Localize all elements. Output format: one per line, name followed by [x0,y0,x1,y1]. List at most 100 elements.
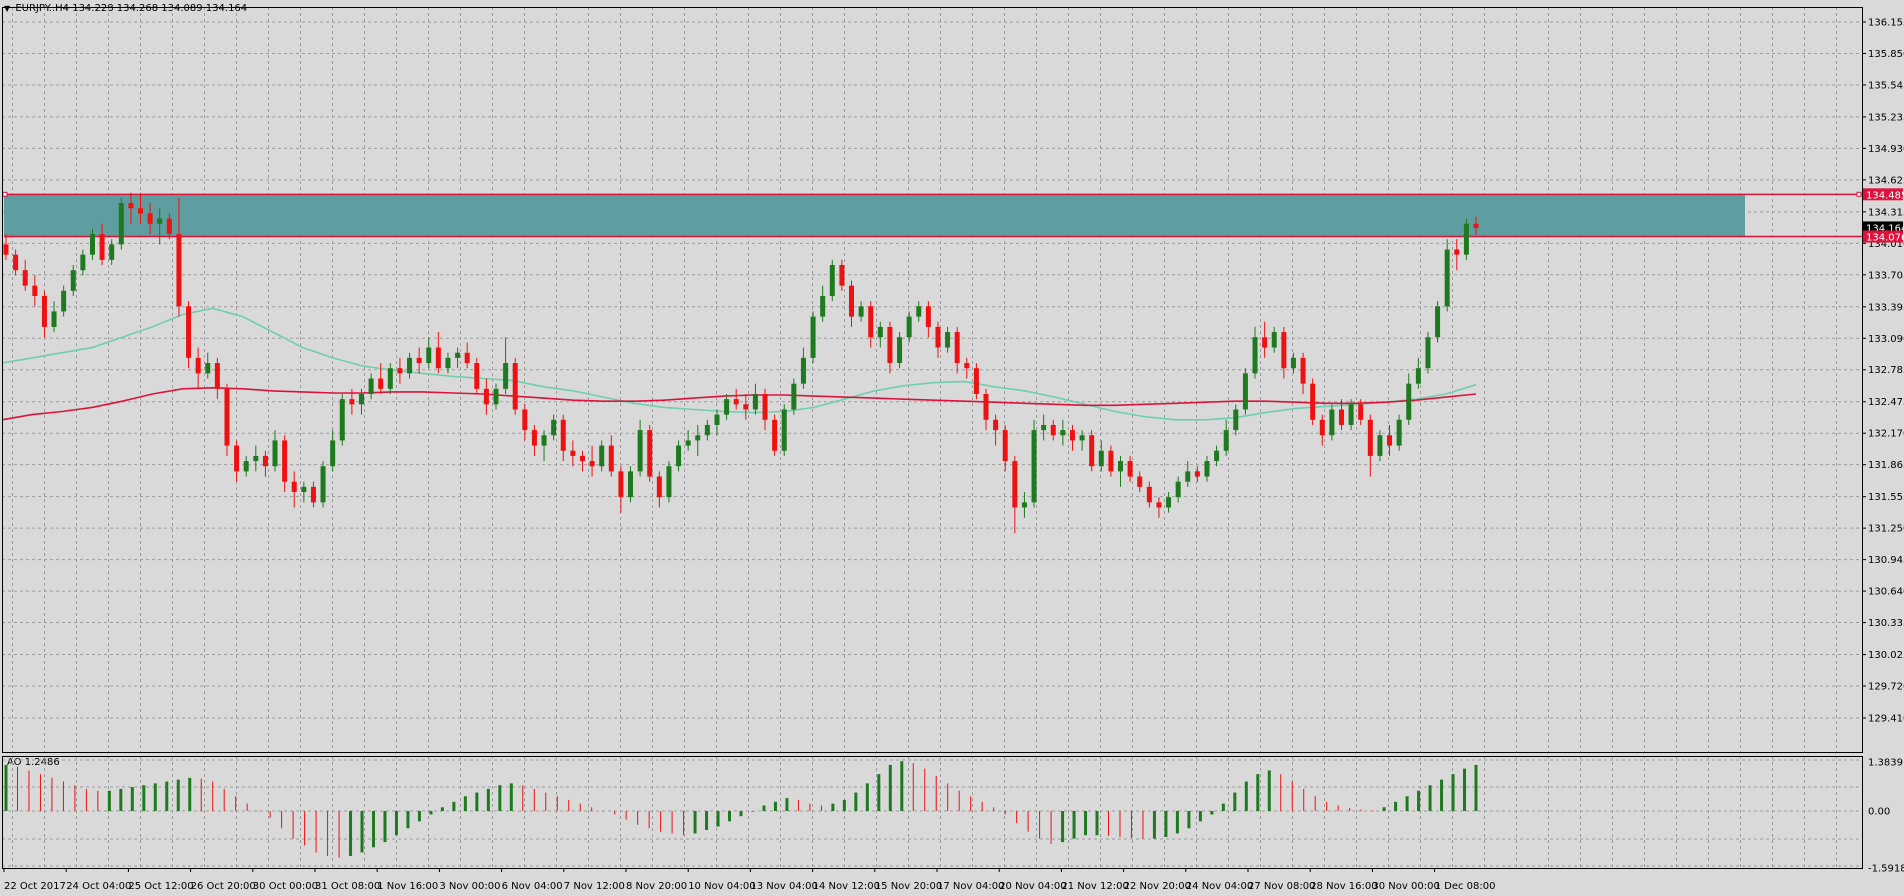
price-axis-label: 130.025 [1868,650,1904,661]
ao-bar [1198,811,1202,822]
candle-body [954,332,960,364]
candle-body [1012,461,1018,508]
candle-body [1137,476,1143,487]
candle-body [51,311,57,327]
price-axis-label: 133.395 [1868,302,1904,313]
candle [339,393,345,446]
candle [51,301,57,333]
candle-body [1031,430,1037,503]
current-price-tag: 134.164 [1863,221,1904,234]
candle-body [3,244,9,255]
candle-body [1348,404,1354,425]
time-axis-label: 25 Oct 12:00 [128,881,193,892]
candle [330,430,336,472]
time-axis-label: 26 Oct 20:00 [191,881,256,892]
candle [608,435,614,477]
time-axis-label: 1 Dec 08:00 [1435,881,1496,892]
candle [1108,445,1114,477]
candle [349,388,355,415]
candle-body [1425,337,1431,369]
candle-body [70,270,76,291]
ao-bar [119,788,123,811]
candle-body [983,393,989,420]
ao-bar [223,788,225,811]
candle [1031,419,1037,508]
candle-body [474,363,480,389]
ao-bar [854,792,858,811]
chart-menu-triangle-icon[interactable]: ▼ [4,4,11,13]
main-chart-frame [2,7,1863,753]
ao-bar [142,785,146,811]
price-axis-label: 132.475 [1868,397,1904,408]
candle-body [1146,486,1152,503]
ao-bar [648,811,650,829]
candle [560,414,566,462]
candle [945,326,951,353]
candle [772,414,778,456]
ao-bar [1164,811,1168,837]
ao-bar [475,792,479,811]
ao-bar [394,811,398,836]
candle [916,301,922,322]
price-axis[interactable]: 136.155 135.850 135.545 135.235 134.930 134.6… [1862,18,1904,725]
candle-body [1396,419,1402,446]
candle [157,208,163,245]
candle-body [224,388,230,446]
ao-bar [522,785,524,811]
chart-frames [2,7,1863,869]
ao-bar [176,779,180,811]
candle-body [858,306,864,317]
ao-bar [739,811,743,817]
ao-bar [1084,811,1088,836]
price-axis-label: 135.545 [1868,80,1904,91]
candle [1463,218,1469,260]
candle [1069,424,1075,451]
candle [147,203,153,235]
candle-body [897,337,903,364]
ao-indicator-label: AO 1.2486 [7,757,60,768]
candle [551,414,557,441]
candle [1166,492,1172,513]
candle-body [608,445,614,472]
candle [22,259,28,291]
ao-bar [130,787,134,811]
ao-bar [406,811,410,829]
candle [512,357,518,415]
candle [186,301,192,369]
candle [407,352,413,379]
candle-body [1194,471,1200,477]
ao-bar [912,763,914,811]
candle [1348,399,1354,431]
candle [925,301,931,338]
ao-bar [1360,809,1362,811]
ao-bar [831,803,835,811]
candle-body [1281,332,1287,369]
ao-bar [1175,811,1179,834]
candles [3,192,1479,534]
candle [1079,430,1085,451]
ao-bar [16,766,18,811]
candle-body [704,424,710,436]
candle [1194,466,1200,482]
candle [570,440,576,467]
candle-body [503,363,509,389]
candle [1252,326,1258,379]
candle [983,388,989,431]
ao-bar [246,803,248,811]
time-axis-label: 1 Nov 16:00 [377,881,438,892]
ao-bar [107,790,111,811]
candle-body [1175,481,1181,498]
ao-bar [74,785,76,811]
candle [1021,492,1027,518]
candle [1012,455,1018,534]
candle-body [964,363,970,369]
ao-bar [637,811,639,825]
ao-bar [947,783,949,811]
candle-body [89,234,95,255]
ao-bar [1244,781,1248,811]
candle [32,275,38,307]
candle [1050,419,1056,441]
supply-zone[interactable] [2,191,1862,238]
